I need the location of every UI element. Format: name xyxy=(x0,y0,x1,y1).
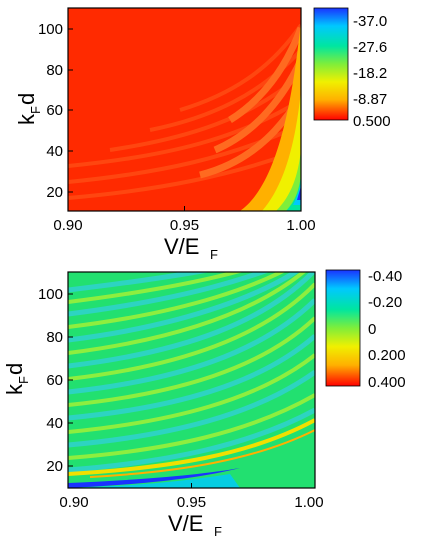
bottom-orange-line xyxy=(89,429,315,478)
top-ylabel-main: k xyxy=(14,113,39,125)
bottom-ytick-label: 100 xyxy=(38,286,63,303)
bottom-x-ticks: 0.90 0.95 1.00 xyxy=(59,483,324,511)
bottom-panel: 20 40 60 80 100 0.90 0.95 1.00 V/E F k F… xyxy=(2,268,406,539)
top-yellow-band xyxy=(262,90,301,211)
bottom-colorbar-label: -0.40 xyxy=(368,268,402,285)
bottom-xtick-label: 0.90 xyxy=(59,494,88,511)
top-ytick-label: 20 xyxy=(46,184,63,201)
top-ytick-label: 60 xyxy=(46,102,63,119)
top-ytick-label: 40 xyxy=(46,143,63,160)
bottom-colorbar-label: -0.20 xyxy=(368,294,402,311)
bottom-ytick-label: 40 xyxy=(46,415,63,432)
top-orange-band xyxy=(240,20,301,211)
top-colorbar-label: -37.0 xyxy=(353,13,387,30)
bottom-y-axis-label: k F d xyxy=(2,363,31,395)
bottom-x-axis-label: V/E F xyxy=(168,511,222,539)
bottom-yellow-stripes xyxy=(68,272,315,460)
bottom-ytick-label: 80 xyxy=(46,329,63,346)
top-green-band xyxy=(276,150,301,211)
bottom-ylabel-main: k xyxy=(2,383,27,395)
bottom-cyan-base xyxy=(68,474,240,488)
bottom-xlabel-main: V/E xyxy=(168,511,203,536)
top-colorbar-label: -27.6 xyxy=(353,39,387,56)
bottom-blue-band xyxy=(68,468,240,488)
top-colorbar-strip xyxy=(313,7,349,121)
top-colorbar: -37.0 -27.6 -18.2 -8.87 0.500 xyxy=(313,7,391,130)
bottom-xtick-label: 0.95 xyxy=(177,494,206,511)
top-ylabel-sub: F xyxy=(28,106,43,114)
bottom-ytick-label: 60 xyxy=(46,372,63,389)
bottom-colorbar: -0.40 -0.20 0 0.200 0.400 xyxy=(325,268,406,391)
top-heatmap xyxy=(68,8,301,211)
top-panel: 20 40 60 80 100 0.90 0.95 1.00 V/E F k F… xyxy=(14,7,391,262)
bottom-colorbar-label: 0.200 xyxy=(368,347,406,364)
bottom-ytick-label: 20 xyxy=(46,458,63,475)
top-faint-stripes xyxy=(68,23,301,200)
bottom-xlabel-sub: F xyxy=(214,524,222,539)
top-colorbar-label: -8.87 xyxy=(353,91,387,108)
bottom-yellow-line xyxy=(68,418,315,476)
bottom-heatmap xyxy=(68,272,315,488)
bottom-y-ticks: 20 40 60 80 100 xyxy=(38,286,73,475)
top-xtick-label: 0.95 xyxy=(170,217,199,234)
top-xlabel-main: V/E xyxy=(164,234,199,259)
top-colorbar-label: -18.2 xyxy=(353,65,387,82)
top-xtick-label: 0.90 xyxy=(53,217,82,234)
top-ytick-label: 100 xyxy=(38,21,63,38)
bottom-colorbar-strip xyxy=(325,269,361,387)
top-xlabel-sub: F xyxy=(210,247,218,262)
top-x-axis-label: V/E F xyxy=(164,234,218,262)
bottom-colorbar-label: 0 xyxy=(368,321,376,338)
bottom-ylabel-sub: F xyxy=(16,376,31,384)
top-ylabel-suffix: d xyxy=(14,93,39,105)
bottom-ylabel-suffix: d xyxy=(2,363,27,375)
top-ytick-label: 80 xyxy=(46,62,63,79)
top-xtick-label: 1.00 xyxy=(286,217,315,234)
top-y-ticks: 20 40 60 80 100 xyxy=(38,21,73,201)
bottom-cyan-stripes xyxy=(68,272,315,473)
top-blue-spot xyxy=(297,186,301,200)
bottom-xtick-label: 1.00 xyxy=(294,494,323,511)
top-colorbar-label: 0.500 xyxy=(353,113,391,130)
top-y-axis-label: k F d xyxy=(14,93,43,125)
top-x-ticks: 0.90 0.95 1.00 xyxy=(53,206,316,234)
bottom-colorbar-label: 0.400 xyxy=(368,374,406,391)
